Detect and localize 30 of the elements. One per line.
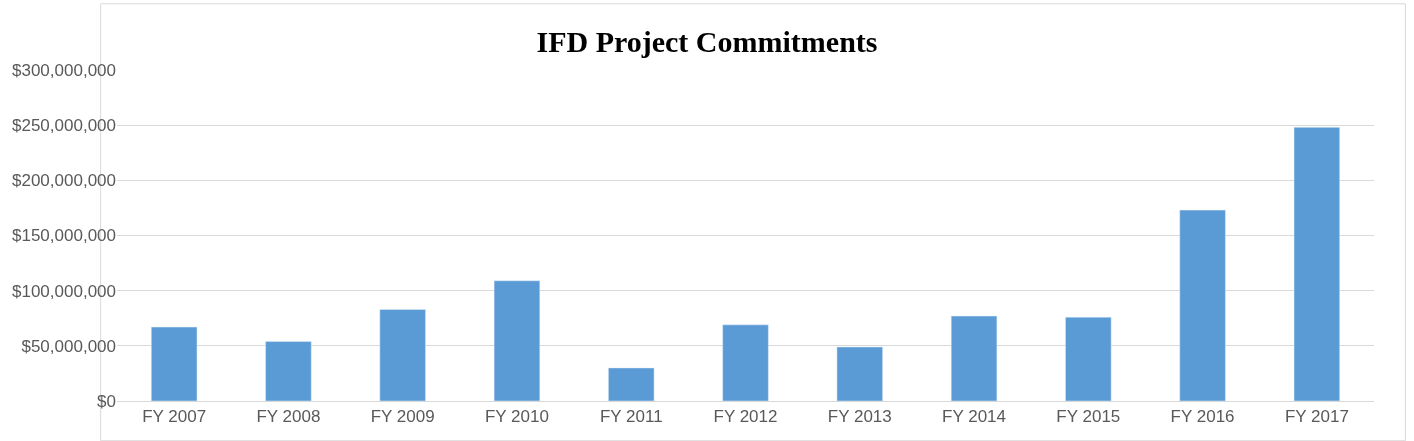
x-tick-label: FY 2017 <box>1284 407 1349 427</box>
x-tick-label: FY 2009 <box>370 407 435 427</box>
y-tick-label: $250,000,000 <box>12 116 116 136</box>
bar <box>950 315 998 401</box>
y-tick-label: $200,000,000 <box>12 171 116 191</box>
x-tick-label: FY 2011 <box>599 407 663 427</box>
bar <box>722 324 769 401</box>
bar <box>1179 209 1226 401</box>
y-tick-label: $0 <box>97 391 116 411</box>
y-tick-label: $300,000,000 <box>12 60 116 80</box>
bar <box>836 346 883 401</box>
x-tick-label: FY 2010 <box>484 407 549 427</box>
bar <box>493 280 541 401</box>
x-tick-label: FY 2015 <box>1056 407 1121 427</box>
x-tick-label: FY 2016 <box>1170 407 1235 427</box>
bar <box>151 326 198 401</box>
x-tick-label: FY 2014 <box>942 407 1007 427</box>
y-tick-label: $50,000,000 <box>21 336 116 356</box>
x-tick-label: FY 2012 <box>713 407 778 427</box>
bar <box>1065 316 1112 401</box>
chart-title: IFD Project Commitments <box>536 24 878 58</box>
x-tick-label: FY 2007 <box>142 407 207 427</box>
bar <box>265 341 312 401</box>
bar <box>1293 127 1340 401</box>
x-tick-label: FY 2013 <box>827 407 892 427</box>
y-tick-label: $100,000,000 <box>12 281 116 301</box>
y-tick-label: $150,000,000 <box>12 226 116 246</box>
bar <box>379 309 426 401</box>
bar <box>608 367 655 401</box>
x-tick-label: FY 2008 <box>256 407 321 427</box>
